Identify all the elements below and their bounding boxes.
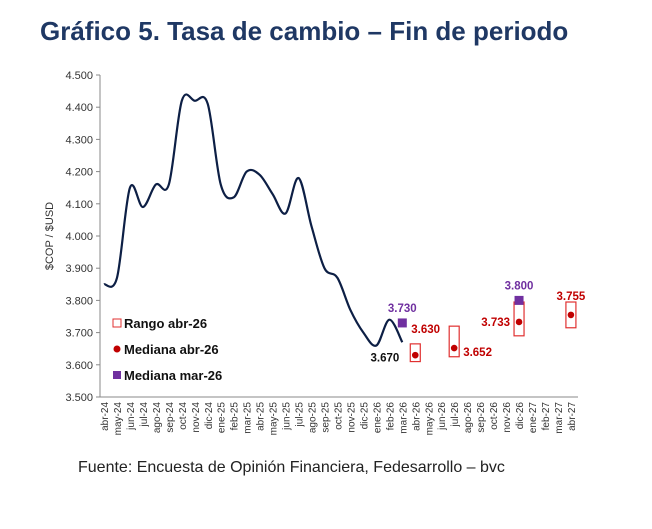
x-tick-label: jul-25 — [295, 402, 306, 428]
x-tick-label: feb-26 — [385, 402, 396, 431]
median-label: 3.652 — [463, 347, 492, 359]
y-tick-label: 3.500 — [65, 392, 93, 404]
range-box — [409, 343, 421, 363]
y-tick-label: 4.500 — [65, 70, 93, 82]
y-tick-label: 4.400 — [65, 102, 93, 114]
y-axis-label: $COP / $USD — [44, 202, 56, 270]
median-point — [515, 318, 523, 326]
median-mar-label: 3.800 — [505, 280, 534, 292]
x-tick-label: oct-25 — [333, 402, 344, 430]
y-tick-label: 4.100 — [65, 199, 93, 211]
y-tick-label: 3.600 — [65, 360, 93, 372]
x-tick-label: dic-26 — [515, 402, 526, 430]
legend-label: Mediana abr-26 — [124, 342, 219, 357]
median-label: 3.630 — [411, 324, 440, 336]
x-tick-label: abr-25 — [256, 402, 267, 431]
legend-range-icon — [112, 318, 122, 328]
x-tick-label: ago-24 — [152, 402, 163, 434]
median-mar-point — [397, 318, 407, 328]
legend-label: Mediana mar-26 — [124, 368, 222, 383]
x-tick-label: mar-25 — [243, 402, 254, 434]
legend-median-icon — [113, 345, 121, 353]
x-tick-label: nov-24 — [191, 402, 202, 433]
x-tick-label: abr-27 — [567, 402, 578, 431]
x-tick-label: jun-24 — [126, 402, 137, 431]
x-tick-label: feb-25 — [230, 402, 241, 431]
source-note: Fuente: Encuesta de Opinión Financiera, … — [78, 459, 505, 476]
chart-title: Gráfico 5. Tasa de cambio – Fin de perio… — [40, 16, 569, 46]
y-tick-label: 4.300 — [65, 134, 93, 146]
x-tick-label: nov-26 — [502, 402, 513, 433]
legend-label: Rango abr-26 — [124, 316, 207, 331]
x-tick-label: dic-25 — [359, 402, 370, 430]
x-tick-label: may-26 — [424, 402, 435, 436]
median-mar-point — [514, 295, 524, 305]
x-tick-label: mar-26 — [398, 402, 409, 434]
x-tick-label: oct-26 — [489, 402, 500, 430]
y-tick-label: 4.000 — [65, 231, 93, 243]
x-tick-label: sep-24 — [165, 402, 176, 433]
x-tick-label: abr-26 — [411, 402, 422, 431]
range-box — [565, 301, 577, 329]
x-tick-label: jun-25 — [282, 402, 293, 431]
exchange-rate-line — [103, 93, 404, 347]
x-tick-label: sep-25 — [320, 402, 331, 433]
x-tick-label: abr-24 — [100, 402, 111, 431]
median-label: 3.755 — [557, 291, 586, 303]
y-tick-label: 3.900 — [65, 263, 93, 275]
x-tick-label: dic-24 — [204, 402, 215, 430]
x-tick-label: jul-26 — [450, 402, 461, 428]
last-value-label: 3.670 — [371, 352, 400, 364]
x-tick-label: ago-25 — [308, 402, 319, 434]
x-tick-label: ene-25 — [217, 402, 228, 434]
median-mar-label: 3.730 — [388, 303, 417, 315]
x-tick-label: jul-24 — [139, 402, 150, 428]
median-label: 3.733 — [481, 317, 510, 329]
x-tick-label: jun-26 — [437, 402, 448, 431]
x-tick-label: ene-27 — [528, 402, 539, 434]
y-tick-label: 4.200 — [65, 167, 93, 179]
y-tick-label: 3.800 — [65, 295, 93, 307]
median-point — [411, 351, 419, 359]
median-point — [450, 344, 458, 352]
x-tick-label: ene-26 — [372, 402, 383, 434]
x-tick-label: mar-27 — [554, 402, 565, 434]
x-tick-label: sep-26 — [476, 402, 487, 433]
x-tick-label: oct-24 — [178, 402, 189, 430]
legend-median-mar-icon — [113, 371, 121, 379]
x-tick-label: nov-25 — [346, 402, 357, 433]
x-tick-label: may-25 — [269, 402, 280, 436]
range-box — [448, 325, 460, 358]
y-tick-label: 3.700 — [65, 328, 93, 340]
x-tick-label: ago-26 — [463, 402, 474, 434]
x-tick-label: feb-27 — [541, 402, 552, 431]
x-tick-label: may-24 — [113, 402, 124, 436]
median-point — [567, 311, 575, 319]
